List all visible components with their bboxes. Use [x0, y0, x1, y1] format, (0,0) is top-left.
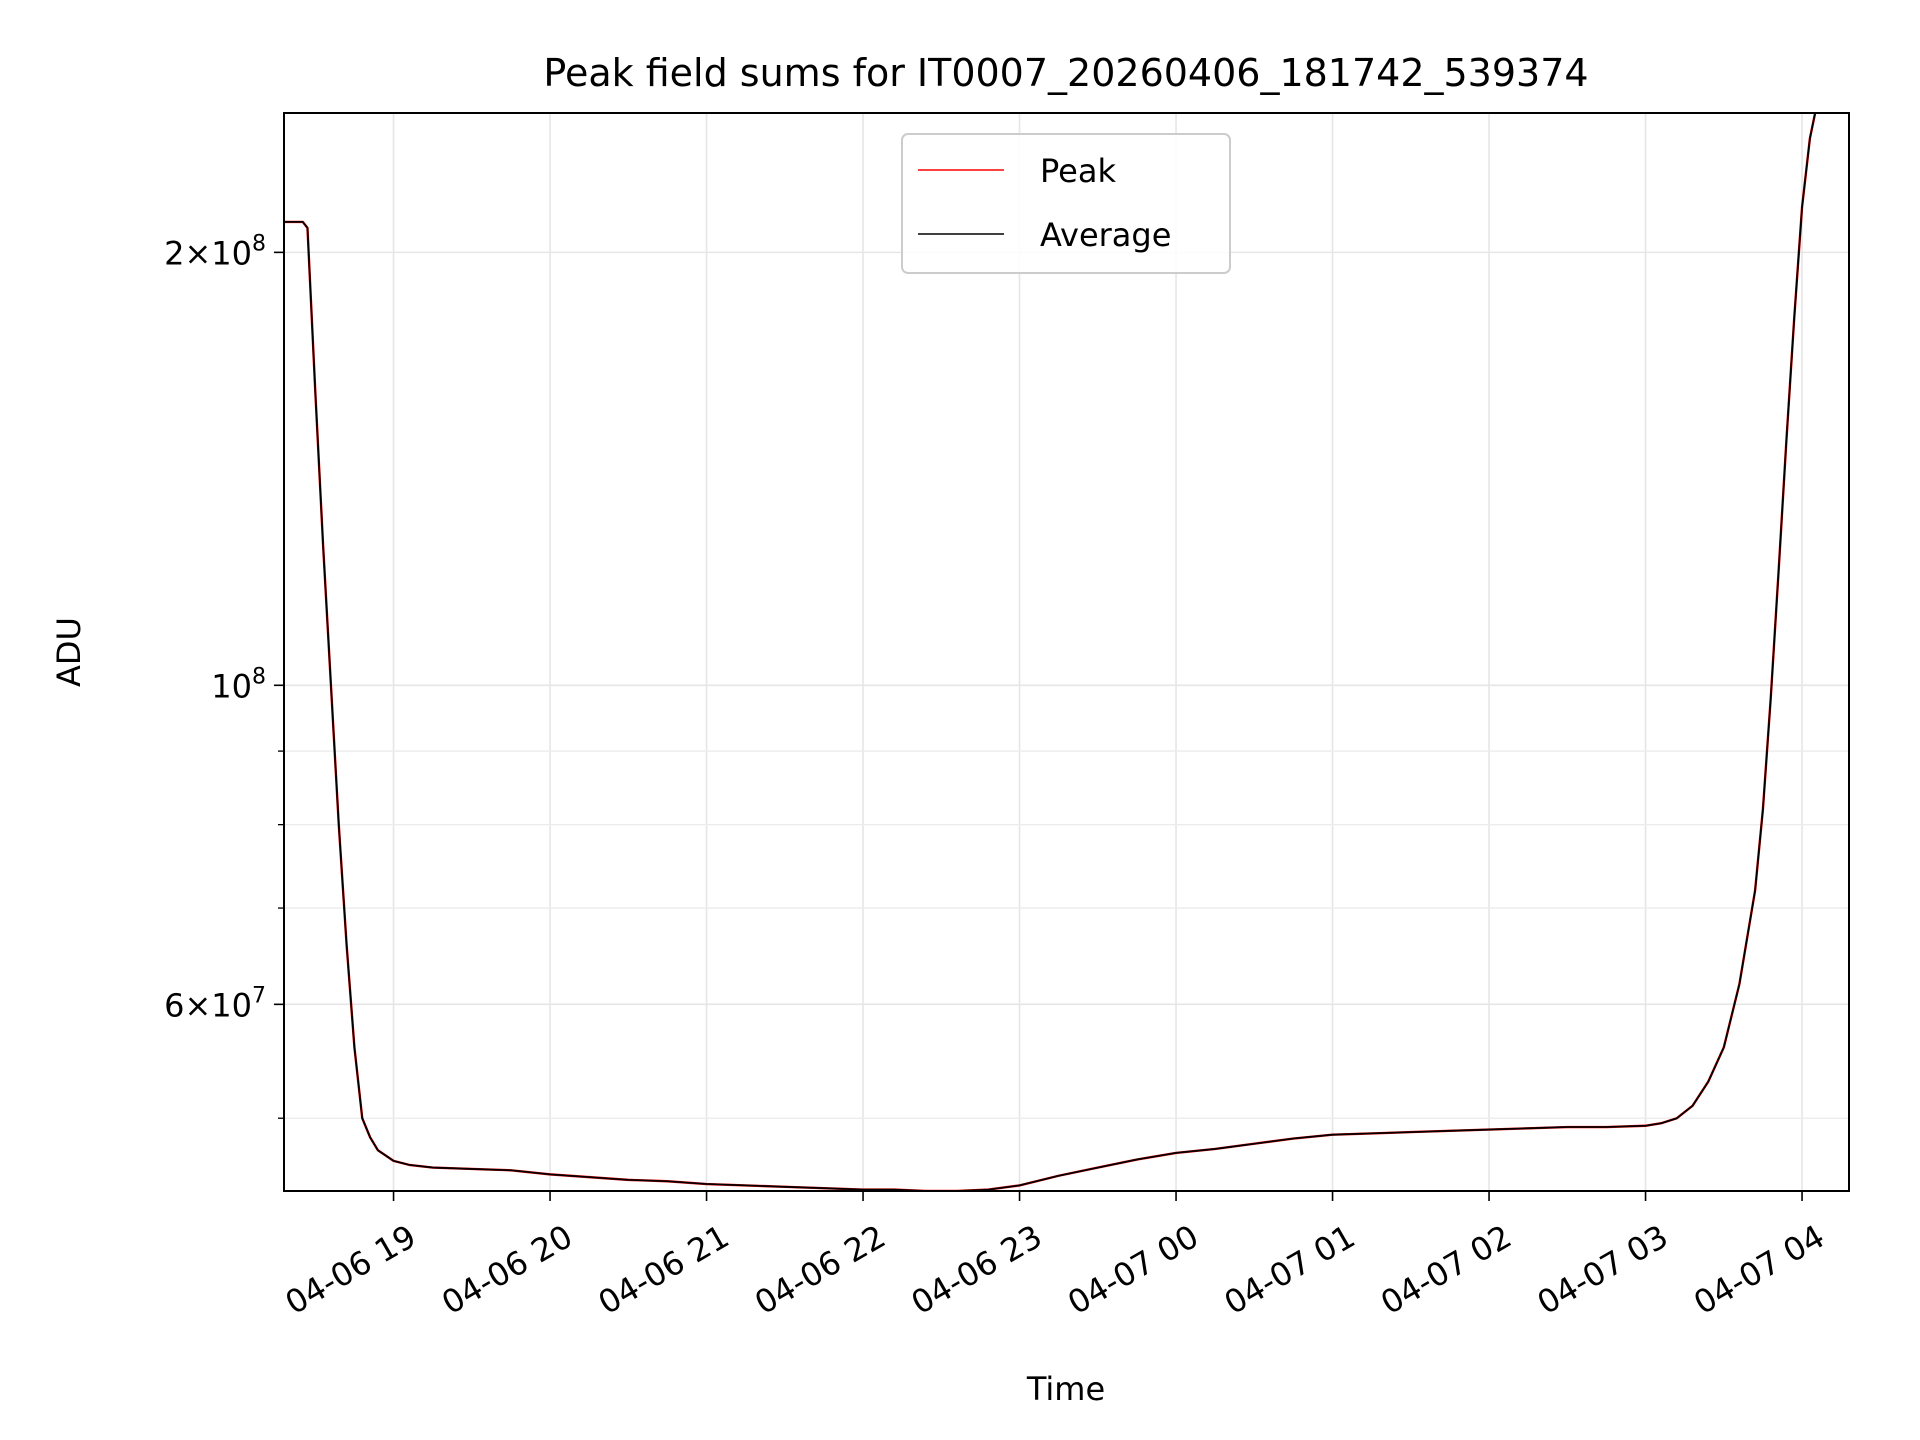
- grid: [284, 113, 1849, 1191]
- legend-box: [901, 133, 1231, 274]
- legend-label-average: Average: [1040, 216, 1171, 254]
- y-tick-label: 6×107: [164, 983, 266, 1024]
- axes-frame: [283, 112, 1850, 1192]
- legend: Peak Average: [901, 133, 1231, 274]
- series-layer: [284, 113, 1817, 1191]
- y-tick-label: 2×108: [164, 231, 266, 272]
- y-tick-label: 108: [211, 664, 266, 705]
- chart-title: Peak field sums for IT0007_20260406_1817…: [543, 51, 1588, 95]
- y-axis-label: ADU: [50, 617, 88, 687]
- legend-label-peak: Peak: [1040, 152, 1116, 190]
- x-axis-label: Time: [1026, 1370, 1105, 1408]
- series-line-average: [284, 113, 1817, 1191]
